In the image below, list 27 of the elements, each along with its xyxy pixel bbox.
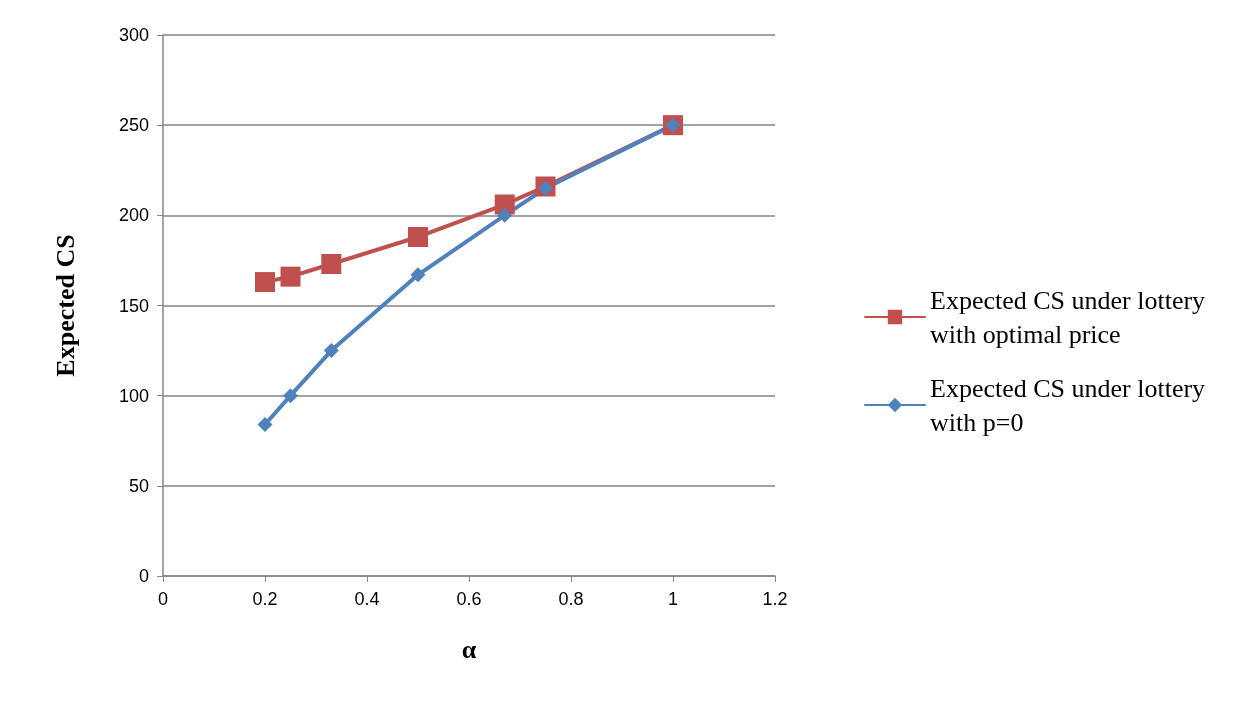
y-tick-label: 300 bbox=[118, 25, 149, 45]
y-tick-label: 200 bbox=[118, 205, 149, 226]
point bbox=[321, 254, 342, 275]
point bbox=[497, 207, 513, 223]
point bbox=[255, 272, 275, 293]
point bbox=[323, 343, 339, 359]
point bbox=[283, 388, 298, 404]
x-tick-label: 1 bbox=[667, 589, 679, 609]
y-tick-label: 150 bbox=[118, 295, 149, 316]
point bbox=[408, 226, 428, 247]
x-tick-label: 0.2 bbox=[252, 589, 278, 609]
y-tick-label: 100 bbox=[118, 385, 149, 406]
x-tick-label: 0.8 bbox=[558, 589, 584, 609]
x-tick-label: 0.4 bbox=[354, 589, 380, 609]
y-tick-label: 250 bbox=[118, 115, 149, 136]
legend-label: Expected CS under lottery with p=0 bbox=[930, 373, 1212, 437]
point bbox=[410, 267, 426, 283]
x-tick-label: 0 bbox=[157, 589, 169, 609]
x-axis-title: α bbox=[461, 634, 477, 664]
point bbox=[257, 417, 273, 433]
y-tick-label: 50 bbox=[128, 475, 149, 496]
y-axis-title: Expected CS bbox=[50, 234, 80, 377]
x-tick-label: 0.6 bbox=[456, 589, 482, 609]
x-tick-label: 1.2 bbox=[762, 589, 788, 609]
y-tick-label: 0 bbox=[138, 566, 149, 586]
point bbox=[280, 266, 301, 287]
legend-label: Expected CS under lottery with optimal price bbox=[930, 285, 1212, 349]
